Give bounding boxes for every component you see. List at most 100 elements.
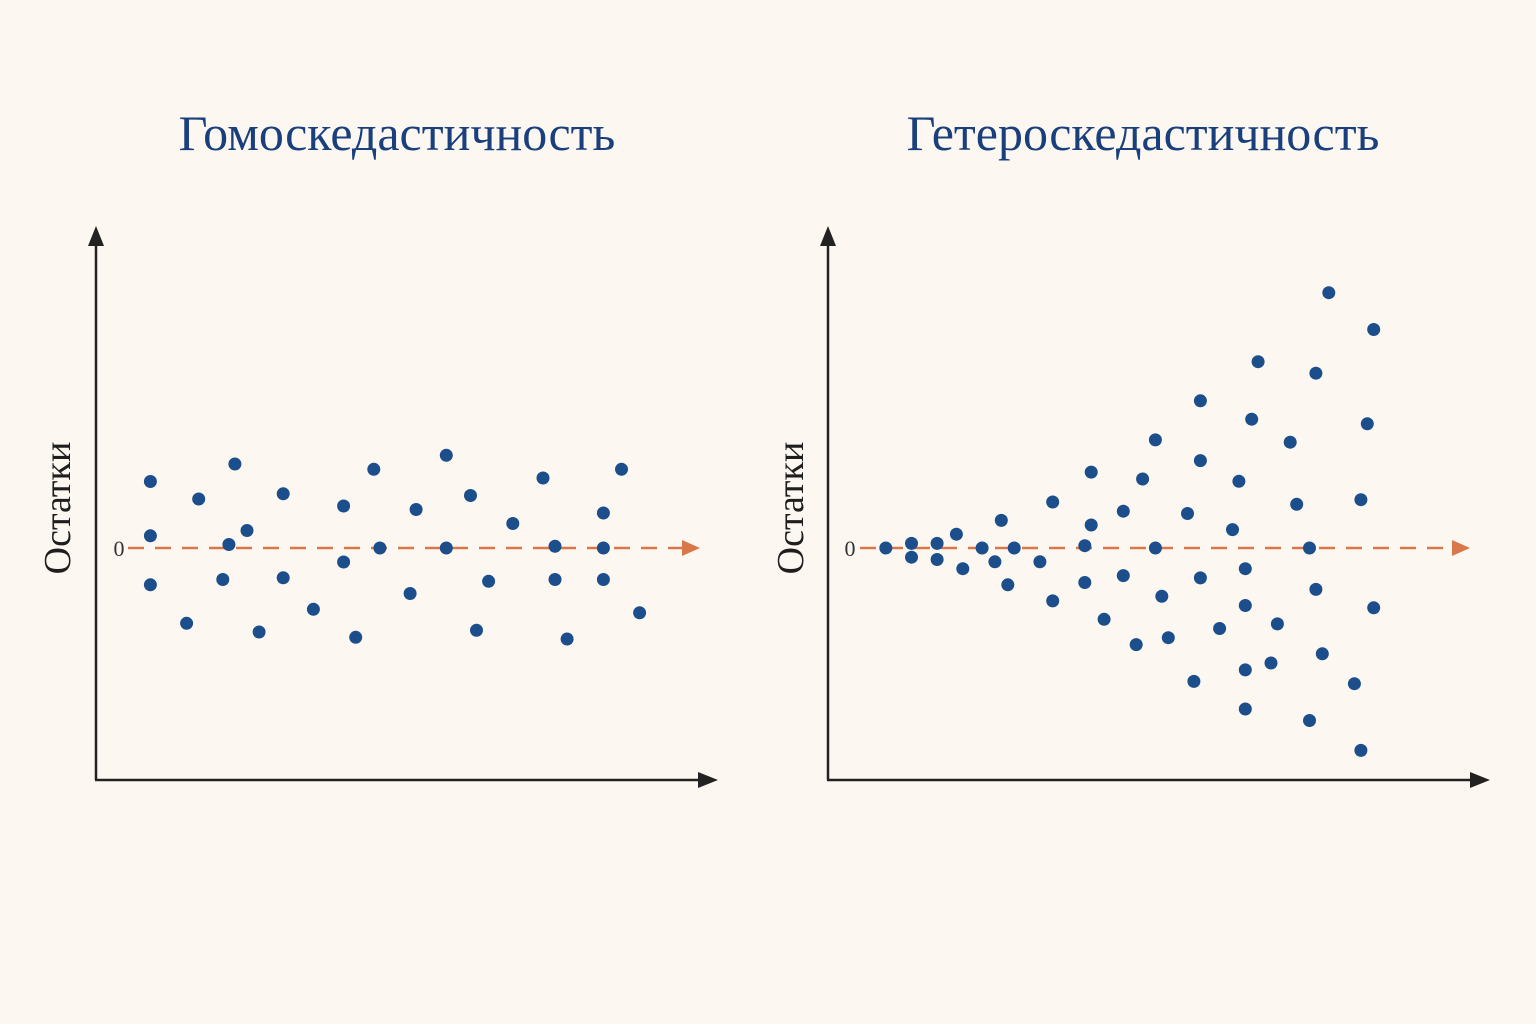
scatter-point [1213, 622, 1227, 635]
scatter-point [1238, 599, 1252, 612]
scatter-point [1238, 702, 1252, 716]
scatter-point [1097, 612, 1111, 626]
zero-tick-label-left: 0 [114, 536, 125, 561]
zero-reference-arrow-left [682, 540, 700, 556]
scatter-point [1303, 541, 1316, 555]
scatter-point [548, 539, 562, 553]
scatter-point [1232, 474, 1246, 488]
chart-title-right: Гетероскедастичность [907, 105, 1380, 161]
scatter-point [482, 574, 496, 588]
scatter-point [1193, 454, 1207, 468]
scatter-point [1315, 647, 1329, 661]
scatter-point [536, 471, 550, 485]
scatter-point [228, 457, 242, 471]
scatter-point [1046, 594, 1060, 608]
scatter-point [222, 538, 236, 551]
scatter-point [956, 562, 970, 576]
scatter-point [905, 536, 918, 550]
scatter-point [403, 587, 417, 600]
scatter-point [1136, 472, 1150, 486]
zero-reference-arrow-right [1452, 540, 1470, 556]
scatter-point [1084, 518, 1098, 532]
scatter-point [1264, 656, 1278, 670]
scatter-point [879, 541, 893, 555]
y-axis-arrow-right [820, 226, 836, 246]
scatter-point [1007, 541, 1021, 555]
scatter-point [596, 541, 610, 555]
scatter-point [306, 602, 320, 616]
scatter-point [994, 513, 1008, 527]
scatter-point [1148, 541, 1162, 555]
y-axis-label-left: Остатки [37, 442, 79, 575]
scatter-point [1238, 663, 1252, 677]
scatter-point [143, 578, 157, 592]
scatter-point [560, 632, 574, 646]
scatter-point [1226, 523, 1239, 537]
scatter-point [930, 553, 944, 566]
scatter-point [1084, 465, 1098, 479]
scatter-point [373, 541, 387, 555]
scatter-point [1116, 569, 1130, 583]
chart-title-left: Гомоскедастичность [179, 105, 616, 161]
scatter-point [337, 555, 351, 569]
scatter-point [905, 550, 918, 564]
scatter-point [349, 630, 363, 644]
scatter-point [615, 462, 628, 476]
points-right [879, 286, 1381, 757]
scatter-point [1078, 539, 1092, 553]
scatter-point [1303, 714, 1316, 727]
scatter-point [1033, 555, 1047, 569]
scatter-point [180, 616, 194, 630]
scatter-point [1245, 412, 1259, 426]
scatter-point [1001, 578, 1015, 592]
scatter-point [1155, 589, 1169, 603]
x-axis-arrow-right [1470, 772, 1490, 788]
scatter-point [1116, 504, 1130, 518]
scatter-point [143, 529, 157, 543]
scatter-point [1251, 355, 1265, 369]
scatter-point [464, 489, 477, 502]
scatter-point [1309, 582, 1323, 596]
points-left [143, 448, 647, 646]
scatter-point [949, 527, 963, 541]
scatter-point [276, 487, 290, 501]
y-axis-arrow-left [88, 226, 104, 246]
scatter-point [975, 541, 989, 555]
scatter-point [216, 573, 230, 586]
scatter-point [276, 571, 290, 585]
scatter-point [1367, 601, 1381, 615]
scatter-point [1283, 435, 1297, 449]
heteroscedastic-panel: Гетероскедастичность Остатки 0 [770, 105, 1490, 788]
scatter-point [1322, 286, 1336, 300]
scatter-point [1078, 576, 1092, 589]
scatter-point [337, 499, 351, 513]
scatter-point [1193, 394, 1207, 408]
scatter-point [633, 606, 647, 620]
scatter-point [409, 503, 423, 516]
scatter-point [1290, 497, 1304, 511]
scatter-point [1161, 631, 1175, 645]
zero-tick-label-right: 0 [845, 536, 856, 561]
scatter-point [1309, 366, 1323, 380]
scatter-point [1046, 495, 1060, 509]
scatter-point [506, 517, 520, 530]
y-axis-label-right: Остатки [770, 442, 812, 575]
scatter-point [1193, 571, 1207, 585]
scatter-point [439, 448, 453, 462]
scatter-point [596, 506, 610, 520]
scatter-point [1129, 638, 1143, 652]
x-axis-arrow-left [698, 772, 718, 788]
scatter-point [367, 462, 381, 476]
scatter-point [1367, 323, 1381, 336]
scatter-point [439, 541, 453, 555]
scatter-point [548, 573, 562, 586]
scatter-point [1354, 493, 1368, 507]
scatter-point [1360, 417, 1374, 431]
scatter-point [240, 524, 254, 537]
scatter-point [1270, 617, 1284, 631]
scatter-point [1187, 674, 1201, 688]
scatter-point [988, 555, 1002, 569]
homoscedastic-panel: Гомоскедастичность Остатки 0 [37, 105, 718, 788]
scatter-point [1354, 743, 1368, 757]
